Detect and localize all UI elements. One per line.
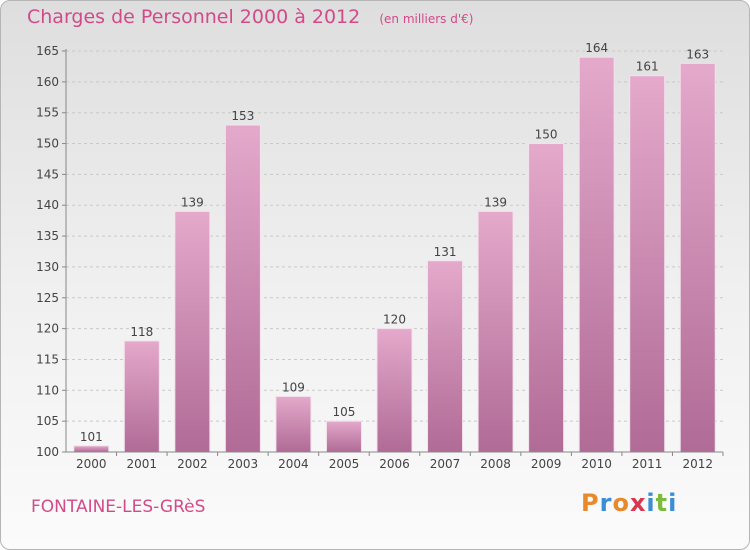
value-label: 131 xyxy=(434,245,457,259)
x-tick-label: 2001 xyxy=(127,457,158,471)
value-label: 150 xyxy=(535,128,558,142)
x-tick-label: 2006 xyxy=(379,457,410,471)
location-label: FONTAINE-LES-GRèS xyxy=(31,497,206,517)
y-tick-label: 160 xyxy=(36,75,59,89)
bar-2011 xyxy=(629,75,666,453)
value-label: 101 xyxy=(80,430,103,444)
bar-2008 xyxy=(477,210,514,453)
chart-title: Charges de Personnel 2000 à 2012 xyxy=(27,6,361,28)
x-tick-label: 2008 xyxy=(480,457,511,471)
x-tick-label: 2012 xyxy=(682,457,713,471)
value-label: 105 xyxy=(333,405,356,419)
y-tick-label: 140 xyxy=(36,198,59,212)
value-label: 161 xyxy=(636,60,659,74)
y-tick-label: 120 xyxy=(36,322,59,336)
y-tick-label: 125 xyxy=(36,291,59,305)
y-tick-label: 100 xyxy=(36,445,59,459)
x-tick-label: 2007 xyxy=(430,457,461,471)
bar-2009 xyxy=(528,143,565,453)
bar-2001 xyxy=(123,340,160,453)
y-tick-label: 135 xyxy=(36,229,59,243)
y-tick-label: 150 xyxy=(36,137,59,151)
value-label: 109 xyxy=(282,380,305,394)
y-tick-label: 130 xyxy=(36,260,59,274)
x-tick-label: 2002 xyxy=(177,457,208,471)
bar-layer xyxy=(73,56,716,453)
logo-letter: o xyxy=(612,489,630,517)
y-tick-label: 105 xyxy=(36,414,59,428)
logo-letter: i xyxy=(668,489,678,517)
bar-2004 xyxy=(275,395,312,453)
bar-2003 xyxy=(224,124,261,453)
x-tick-label: 2011 xyxy=(632,457,663,471)
value-label: 163 xyxy=(686,47,709,61)
bar-2012 xyxy=(679,62,716,453)
logo-letter: x xyxy=(629,489,647,517)
logo-letter: i xyxy=(646,489,656,517)
proxiti-logo: Proxiti xyxy=(581,489,677,517)
value-label: 153 xyxy=(231,109,254,123)
x-tick-label: 2005 xyxy=(329,457,360,471)
bar-2010 xyxy=(578,56,615,453)
x-tick-label: 2010 xyxy=(581,457,612,471)
logo-letter: P xyxy=(581,489,600,517)
bar-2002 xyxy=(174,210,211,453)
value-label: 164 xyxy=(585,41,608,55)
x-tick-label: 2004 xyxy=(278,457,309,471)
value-label: 120 xyxy=(383,313,406,327)
y-tick-label: 155 xyxy=(36,106,59,120)
label-layer: 101 118 139 153 109 105 120 131 139 150 164 161 163 xyxy=(80,41,709,444)
value-label: 118 xyxy=(130,325,153,339)
title-row: Charges de Personnel 2000 à 2012 (en mil… xyxy=(27,6,473,28)
bar-2006 xyxy=(376,328,413,453)
value-label: 139 xyxy=(484,195,507,209)
x-tick-label: 2003 xyxy=(228,457,259,471)
bar-2000 xyxy=(73,445,110,453)
logo-letter: t xyxy=(655,489,669,517)
y-tick-label: 165 xyxy=(36,44,59,58)
y-tick-label: 110 xyxy=(36,383,59,397)
logo-letter: r xyxy=(599,489,613,517)
y-tick-label: 145 xyxy=(36,167,59,181)
bar-2007 xyxy=(427,260,464,453)
x-tick-label: 2000 xyxy=(76,457,107,471)
value-label: 139 xyxy=(181,195,204,209)
chart-subtitle: (en milliers d'€) xyxy=(379,12,474,26)
x-tick-label: 2009 xyxy=(531,457,562,471)
bar-2005 xyxy=(325,420,362,453)
axis-layer: 100 105 110 115 120 125 130 135 140 145 150 155 160 1… xyxy=(36,44,724,471)
y-tick-label: 115 xyxy=(36,352,59,366)
